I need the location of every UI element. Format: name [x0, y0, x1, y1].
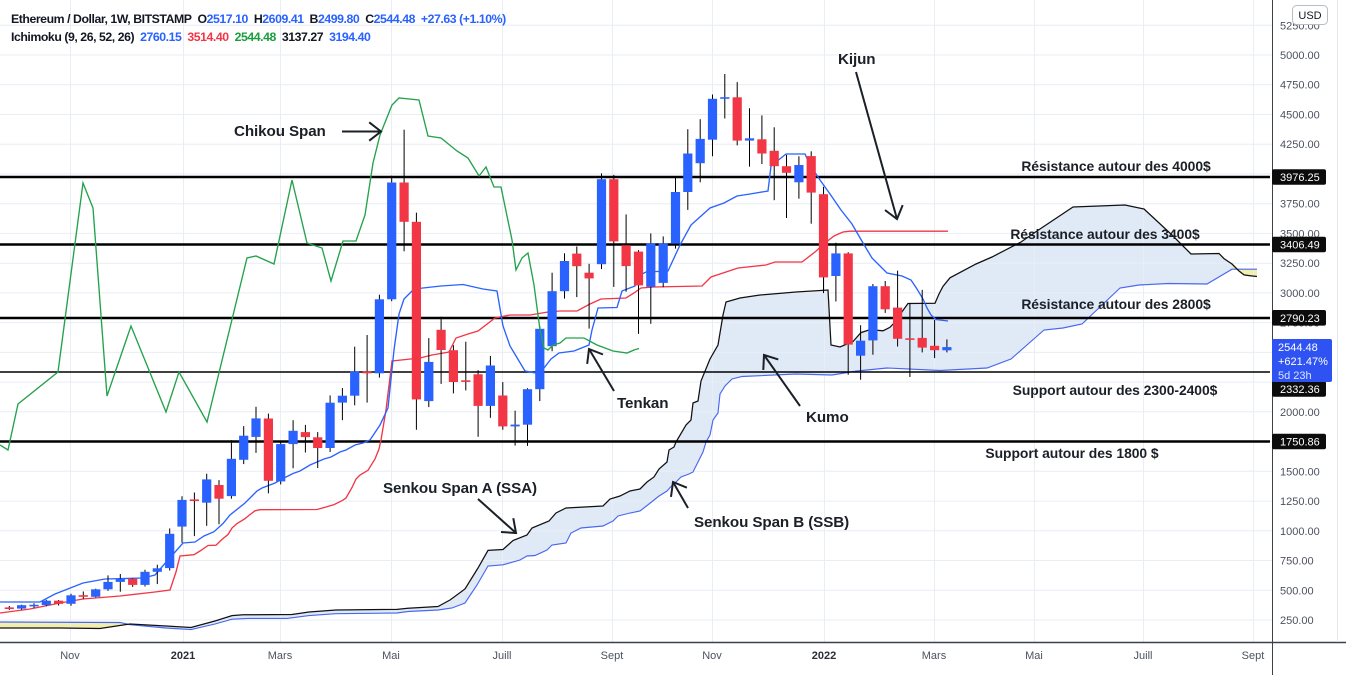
svg-text:4750.00: 4750.00	[1280, 80, 1320, 92]
svg-text:Résistance autour des 3400$: Résistance autour des 3400$	[1010, 226, 1200, 242]
svg-text:4250.00: 4250.00	[1280, 139, 1320, 151]
svg-text:USD: USD	[1298, 10, 1321, 22]
svg-text:Nov: Nov	[702, 650, 722, 662]
svg-text:Mars: Mars	[922, 650, 947, 662]
svg-text:Mai: Mai	[382, 650, 400, 662]
svg-text:1750.86: 1750.86	[1280, 437, 1320, 449]
svg-text:+621.47%: +621.47%	[1278, 356, 1328, 368]
svg-text:500.00: 500.00	[1280, 585, 1314, 597]
svg-text:Résistance autour des 4000$: Résistance autour des 4000$	[1021, 158, 1211, 174]
svg-text:5d 23h: 5d 23h	[1278, 370, 1312, 382]
svg-text:Nov: Nov	[60, 650, 80, 662]
svg-text:2544.48: 2544.48	[1278, 342, 1318, 354]
svg-text:Support autour des 1800 $: Support autour des 1800 $	[985, 445, 1159, 461]
svg-text:Sept: Sept	[1242, 650, 1265, 662]
svg-text:1500.00: 1500.00	[1280, 466, 1320, 478]
svg-text:Mai: Mai	[1025, 650, 1043, 662]
svg-text:2332.36: 2332.36	[1280, 384, 1320, 396]
svg-text:Kijun: Kijun	[838, 51, 875, 68]
svg-text:3750.00: 3750.00	[1280, 199, 1320, 211]
svg-text:2000.00: 2000.00	[1280, 407, 1320, 419]
svg-text:5000.00: 5000.00	[1280, 50, 1320, 62]
svg-text:Ichimoku (9, 26, 52, 26) 2760: Ichimoku (9, 26, 52, 26) 2760.15 3514.40…	[11, 30, 371, 44]
svg-text:Juill: Juill	[1134, 650, 1153, 662]
svg-text:Senkou Span B (SSB): Senkou Span B (SSB)	[694, 514, 849, 531]
svg-text:Tenkan: Tenkan	[617, 395, 668, 412]
svg-text:2790.23: 2790.23	[1280, 313, 1320, 325]
svg-text:4500.00: 4500.00	[1280, 110, 1320, 122]
svg-text:Résistance autour des 2800$: Résistance autour des 2800$	[1021, 296, 1211, 312]
svg-text:250.00: 250.00	[1280, 615, 1314, 627]
svg-text:750.00: 750.00	[1280, 556, 1314, 568]
svg-text:Juill: Juill	[493, 650, 512, 662]
svg-text:1000.00: 1000.00	[1280, 526, 1320, 538]
svg-text:1250.00: 1250.00	[1280, 496, 1320, 508]
svg-text:3976.25: 3976.25	[1280, 172, 1320, 184]
svg-text:Ethereum / Dollar, 1W, BITSTAM: Ethereum / Dollar, 1W, BITSTAMP O2517.10…	[11, 12, 506, 26]
svg-text:Senkou Span A (SSA): Senkou Span A (SSA)	[383, 480, 537, 497]
svg-text:Support autour des 2300-2400$: Support autour des 2300-2400$	[1013, 382, 1218, 398]
svg-text:3000.00: 3000.00	[1280, 288, 1320, 300]
svg-text:Chikou Span: Chikou Span	[234, 123, 326, 140]
svg-text:Sept: Sept	[601, 650, 624, 662]
svg-text:Mars: Mars	[268, 650, 293, 662]
svg-text:2022: 2022	[812, 650, 836, 662]
svg-text:3250.00: 3250.00	[1280, 258, 1320, 270]
svg-text:3406.49: 3406.49	[1280, 240, 1320, 252]
svg-text:Kumo: Kumo	[806, 409, 849, 426]
svg-text:2021: 2021	[171, 650, 195, 662]
